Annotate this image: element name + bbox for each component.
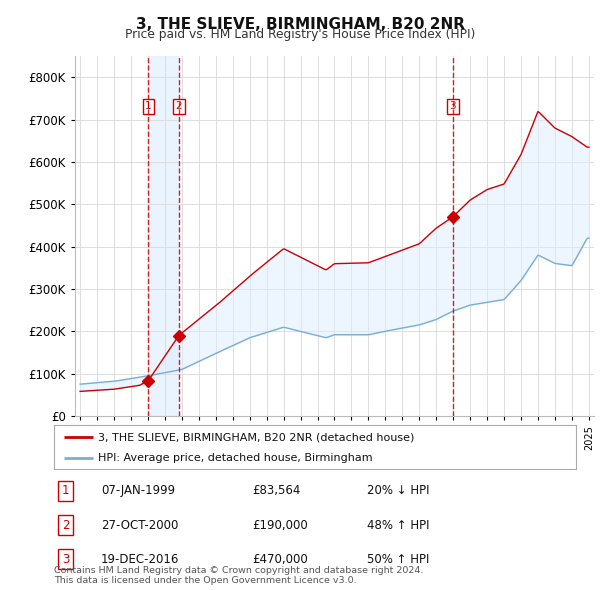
Text: 27-OCT-2000: 27-OCT-2000 <box>101 519 178 532</box>
Text: HPI: Average price, detached house, Birmingham: HPI: Average price, detached house, Birm… <box>98 453 373 463</box>
Text: 3: 3 <box>449 101 456 112</box>
Text: 2: 2 <box>176 101 182 112</box>
Text: £83,564: £83,564 <box>253 484 301 497</box>
Text: 20% ↓ HPI: 20% ↓ HPI <box>367 484 430 497</box>
Text: 1: 1 <box>145 101 152 112</box>
Text: 48% ↑ HPI: 48% ↑ HPI <box>367 519 430 532</box>
Text: Contains HM Land Registry data © Crown copyright and database right 2024.
This d: Contains HM Land Registry data © Crown c… <box>54 566 424 585</box>
Text: Price paid vs. HM Land Registry's House Price Index (HPI): Price paid vs. HM Land Registry's House … <box>125 28 475 41</box>
Text: 3: 3 <box>62 553 69 566</box>
Text: 3, THE SLIEVE, BIRMINGHAM, B20 2NR (detached house): 3, THE SLIEVE, BIRMINGHAM, B20 2NR (deta… <box>98 432 415 442</box>
Text: 19-DEC-2016: 19-DEC-2016 <box>101 553 179 566</box>
Bar <box>148 56 179 416</box>
Text: 50% ↑ HPI: 50% ↑ HPI <box>367 553 430 566</box>
Text: 3, THE SLIEVE, BIRMINGHAM, B20 2NR: 3, THE SLIEVE, BIRMINGHAM, B20 2NR <box>136 17 464 31</box>
Text: £470,000: £470,000 <box>253 553 308 566</box>
Text: 07-JAN-1999: 07-JAN-1999 <box>101 484 175 497</box>
Text: 1: 1 <box>62 484 69 497</box>
Text: 2: 2 <box>62 519 69 532</box>
Text: £190,000: £190,000 <box>253 519 308 532</box>
